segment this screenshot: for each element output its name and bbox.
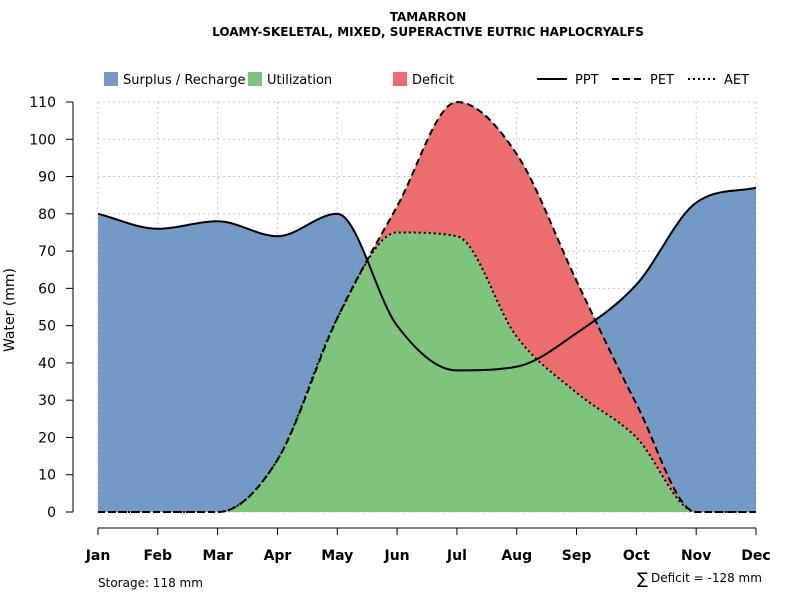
y-tick-label: 70 xyxy=(38,244,56,260)
legend-label-ppt: PPT xyxy=(575,73,599,88)
legend-label-utilization: Utilization xyxy=(267,73,332,88)
y-tick-label: 60 xyxy=(38,281,56,297)
y-tick-label: 100 xyxy=(29,132,56,148)
utilization-area xyxy=(98,232,756,512)
x-tick-label: Dec xyxy=(741,548,770,564)
y-tick-label: 80 xyxy=(38,207,56,223)
legend-swatch-surplus xyxy=(104,72,118,86)
x-tick-label: Oct xyxy=(623,548,650,564)
y-axis: 0 10 20 30 40 50 60 70 80 90 100 110 xyxy=(29,95,74,521)
series-lines xyxy=(97,100,757,513)
y-tick-label: 20 xyxy=(38,430,56,446)
ppt-line xyxy=(97,186,757,372)
x-tick-label: Aug xyxy=(501,548,532,564)
y-axis-label: Water (mm) xyxy=(2,268,18,352)
legend-label-deficit: Deficit xyxy=(412,73,454,88)
x-tick-label: Jul xyxy=(446,548,467,564)
y-tick-label: 50 xyxy=(38,319,56,335)
area-layers xyxy=(98,102,756,512)
storage-annotation: Storage: 118 mm xyxy=(98,576,203,590)
legend-label-pet: PET xyxy=(650,73,674,88)
x-tick-label: Nov xyxy=(681,548,711,564)
y-tick-label: 90 xyxy=(38,170,56,186)
legend-swatch-utilization xyxy=(248,72,262,86)
x-tick-label: Jun xyxy=(384,548,410,564)
chart-title: TAMARRON xyxy=(390,10,467,24)
x-tick-label: Feb xyxy=(144,548,173,564)
y-tick-label: 40 xyxy=(38,356,56,372)
y-tick-label: 10 xyxy=(38,468,56,484)
x-tick-label: Jan xyxy=(85,548,111,564)
chart-subtitle: LOAMY-SKELETAL, MIXED, SUPERACTIVE EUTRI… xyxy=(212,25,644,39)
y-tick-label: 0 xyxy=(47,505,56,521)
y-tick-label: 110 xyxy=(29,95,56,111)
legend-swatch-deficit xyxy=(393,72,407,86)
x-tick-label: Sep xyxy=(562,548,592,564)
pet-line xyxy=(98,100,756,513)
x-tick-label: Apr xyxy=(264,548,292,564)
x-tick-label: May xyxy=(321,548,353,564)
legend-label-surplus: Surplus / Recharge xyxy=(123,73,246,88)
legend: Surplus / Recharge Utilization Deficit P… xyxy=(104,72,749,88)
deficit-annotation: Deficit = -128 mm xyxy=(651,571,762,585)
y-tick-label: 30 xyxy=(38,393,56,409)
legend-label-aet: AET xyxy=(724,73,749,88)
sum-symbol: ∑ xyxy=(637,569,648,588)
x-axis: Jan Feb Mar Apr May Jun Jul Aug Sep Oct Nov Dec xyxy=(85,527,771,564)
x-tick-label: Mar xyxy=(202,548,232,564)
